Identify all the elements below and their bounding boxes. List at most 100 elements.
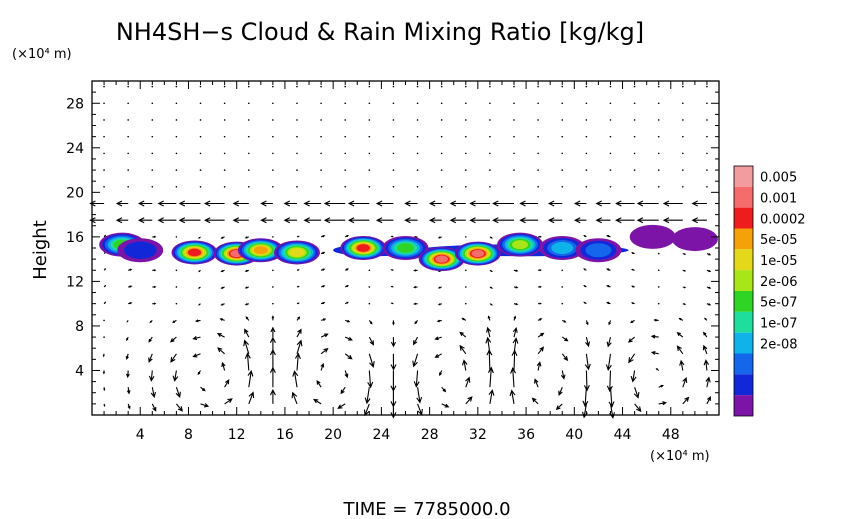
- wind-vector-arrow: [390, 302, 394, 305]
- cloud-patch: [123, 241, 157, 259]
- wind-vector-dot: [682, 119, 684, 121]
- wind-vector-arrow: [103, 284, 107, 288]
- wind-vector-arrow: [492, 200, 514, 207]
- wind-vector-dot: [633, 85, 636, 88]
- wind-vector-arrow: [200, 386, 206, 392]
- wind-vector-arrow: [197, 370, 201, 376]
- wind-vector-dot: [416, 119, 419, 121]
- wind-vector-dot: [368, 119, 371, 121]
- wind-vector-arrow: [436, 319, 442, 323]
- wind-vector-arrow: [245, 316, 250, 321]
- wind-vector-dot: [223, 169, 226, 171]
- wind-vector-arrow: [608, 320, 612, 326]
- wind-vector-arrow: [538, 235, 542, 238]
- wind-vector-dot: [199, 119, 202, 121]
- wind-vector-dot: [320, 102, 322, 105]
- wind-vector-arrow: [706, 253, 712, 256]
- wind-vector-dot: [392, 169, 395, 171]
- wind-vector-dot: [561, 119, 564, 121]
- wind-vector-arrow: [555, 403, 563, 411]
- wind-vector-dot: [272, 152, 274, 155]
- wind-vector-arrow: [434, 336, 442, 341]
- wind-vector-dot: [706, 169, 708, 171]
- wind-vector-dot: [175, 269, 178, 272]
- wind-vector-arrow: [595, 217, 611, 224]
- wind-vector-dot: [368, 102, 371, 105]
- wind-vector-arrow: [538, 285, 542, 288]
- wind-vector-arrow: [706, 286, 712, 289]
- cloud-patch: [471, 249, 485, 258]
- y-axis-unit: (×10⁴ m): [12, 47, 72, 62]
- wind-vector-dot: [585, 102, 588, 105]
- wind-vector-arrow: [270, 326, 276, 338]
- wind-vector-dot: [561, 286, 564, 288]
- wind-vector-dot: [127, 85, 129, 88]
- wind-vector-dot: [320, 185, 322, 188]
- wind-vector-dot: [609, 102, 612, 105]
- wind-vector-arrow: [630, 370, 637, 383]
- wind-vector-arrow: [232, 200, 249, 207]
- wind-vector-arrow: [320, 251, 326, 255]
- wind-vector-dot: [440, 85, 443, 88]
- wind-vector-dot: [175, 152, 178, 155]
- wind-vector-arrow: [704, 317, 708, 321]
- wind-vector-dot: [296, 119, 298, 121]
- wind-vector-dot: [706, 102, 708, 105]
- wind-vector-arrow: [676, 332, 684, 338]
- wind-vector-arrow: [449, 200, 466, 207]
- wind-vector-dot: [464, 269, 467, 272]
- wind-vector-arrow: [469, 200, 490, 207]
- wind-vector-dot: [537, 135, 539, 138]
- wind-vector-arrow: [127, 403, 131, 410]
- wind-vector-dot: [296, 185, 298, 188]
- wind-vector-arrow: [633, 387, 640, 399]
- wind-vector-dot: [175, 169, 178, 171]
- cloud-patch: [356, 244, 370, 252]
- y-tick-label: 24: [66, 141, 84, 157]
- wind-vector-arrow: [103, 268, 107, 271]
- wind-vector-dot: [585, 119, 588, 121]
- wind-vector-dot: [416, 102, 419, 105]
- wind-vector-arrow: [150, 387, 157, 399]
- wind-vector-arrow: [538, 302, 542, 305]
- wind-vector-dot: [151, 135, 154, 138]
- wind-vector-dot: [513, 85, 515, 88]
- wind-vector-dot: [633, 102, 636, 105]
- x-axis-unit: (×10⁴ m): [650, 449, 710, 464]
- wind-vector-arrow: [606, 301, 611, 305]
- wind-vector-arrow: [296, 235, 300, 238]
- colorbar-swatch: [734, 311, 753, 333]
- wind-vector-arrow: [344, 234, 349, 238]
- wind-vector-arrow: [216, 333, 225, 338]
- wind-vector-arrow: [682, 253, 687, 255]
- wind-vector-dot: [609, 135, 612, 138]
- wind-vector-dot: [103, 336, 105, 338]
- wind-vector-arrow: [583, 268, 587, 271]
- wind-vector-dot: [247, 119, 250, 121]
- wind-vector-arrow: [198, 303, 201, 306]
- wind-vector-arrow: [244, 352, 251, 371]
- wind-vector-dot: [127, 185, 129, 188]
- wind-vector-arrow: [344, 268, 349, 271]
- wind-vector-dot: [103, 169, 105, 171]
- wind-vector-arrow: [489, 269, 493, 273]
- wind-vector-dot: [175, 102, 178, 105]
- cloud-patch: [396, 243, 415, 253]
- wind-vector-dot: [682, 135, 684, 138]
- wind-vector-dot: [609, 169, 612, 171]
- wind-vector-dot: [706, 135, 708, 138]
- y-tick-label: 12: [66, 274, 84, 290]
- x-tick-label: 28: [421, 427, 439, 443]
- wind-vector-arrow: [636, 200, 659, 207]
- colorbar-label: 5e-07: [760, 296, 798, 311]
- x-tick-label: 16: [276, 427, 294, 443]
- wind-vector-arrow: [390, 370, 397, 392]
- wind-vector-dot: [464, 236, 467, 238]
- wind-vector-arrow: [125, 370, 130, 379]
- x-tick-label: 36: [517, 427, 535, 443]
- wind-vector-arrow: [459, 331, 467, 338]
- wind-vector-dot: [344, 185, 347, 188]
- wind-vector-arrow: [465, 396, 473, 405]
- wind-vector-dot: [272, 85, 274, 88]
- wind-vector-arrow: [606, 336, 612, 348]
